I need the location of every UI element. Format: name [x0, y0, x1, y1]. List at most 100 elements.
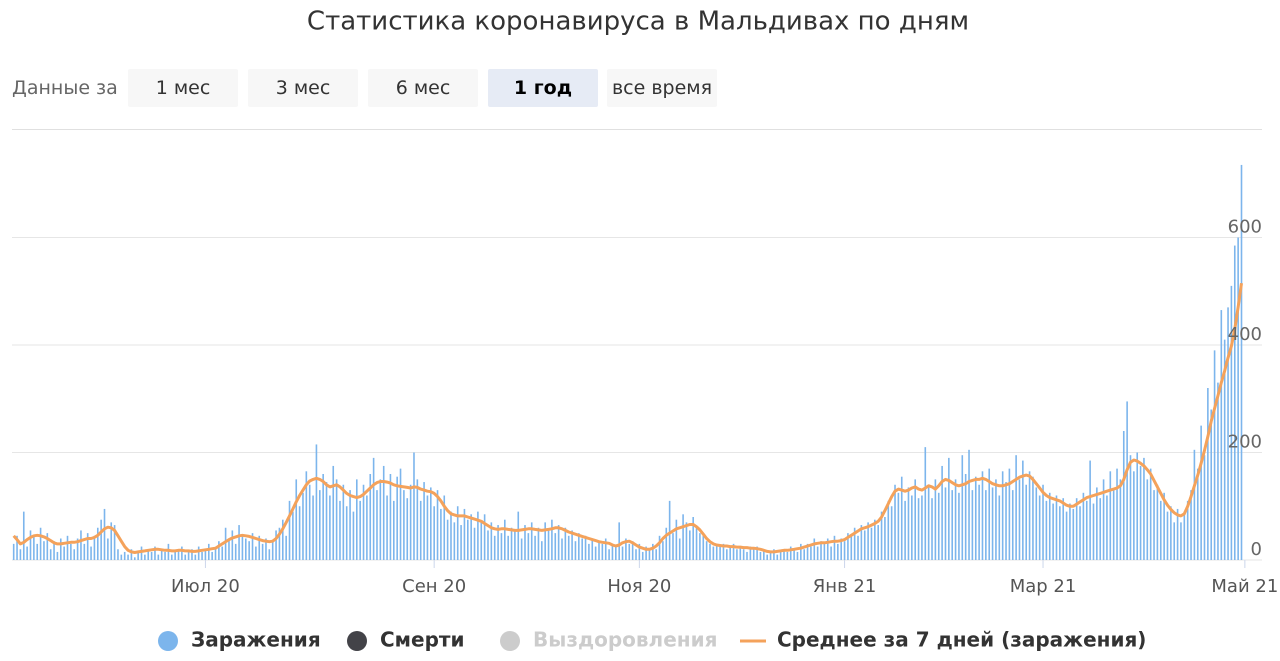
- bar: [604, 538, 607, 560]
- bar: [561, 538, 563, 560]
- x-tick-label: Июл 20: [171, 576, 240, 597]
- bar: [598, 541, 600, 560]
- bar: [59, 538, 62, 560]
- bar: [921, 495, 923, 560]
- bar: [995, 479, 997, 560]
- bar: [581, 538, 583, 560]
- range-button[interactable]: 1 мес: [128, 69, 238, 107]
- bar: [1200, 425, 1202, 560]
- bar: [1011, 490, 1014, 560]
- bar: [460, 525, 462, 560]
- bar: [702, 535, 705, 560]
- bar: [584, 535, 587, 560]
- bar: [1159, 500, 1162, 560]
- bar: [76, 538, 79, 560]
- bar: [140, 546, 143, 560]
- bar: [292, 511, 294, 560]
- legend-label[interactable]: Смерти: [380, 628, 465, 652]
- bar: [524, 525, 526, 560]
- bar: [493, 535, 496, 560]
- bar: [1186, 500, 1189, 560]
- bar: [769, 551, 772, 560]
- bar: [1240, 164, 1243, 560]
- bar: [985, 490, 987, 560]
- legend-label[interactable]: Среднее за 7 дней (заражения): [777, 628, 1146, 652]
- bar: [1193, 449, 1196, 560]
- range-button[interactable]: все время: [607, 69, 717, 107]
- bar: [150, 551, 153, 560]
- bar: [578, 533, 580, 560]
- bar: [389, 474, 392, 560]
- bar: [557, 525, 560, 560]
- bar: [103, 508, 106, 560]
- bar: [228, 538, 230, 560]
- bar: [810, 546, 812, 560]
- bar: [823, 543, 826, 560]
- bar: [763, 549, 765, 560]
- bar: [564, 527, 567, 560]
- bar: [133, 557, 136, 560]
- bar: [369, 474, 372, 560]
- bar: [1217, 382, 1219, 560]
- bar: [870, 527, 873, 560]
- bar: [130, 549, 133, 560]
- bar: [312, 495, 314, 560]
- bar: [285, 535, 287, 560]
- bar: [675, 519, 678, 560]
- bar: [894, 484, 896, 560]
- bar: [26, 546, 28, 560]
- bar: [12, 543, 15, 560]
- bar: [355, 479, 358, 560]
- bar: [1106, 495, 1108, 560]
- bar: [571, 530, 573, 560]
- bar: [1203, 455, 1206, 560]
- bar: [1059, 506, 1061, 560]
- bar: [1079, 506, 1081, 560]
- bar: [386, 495, 388, 560]
- chart-title: Статистика коронавируса в Мальдивах по д…: [307, 7, 969, 37]
- bar: [964, 474, 967, 560]
- bar: [551, 519, 553, 560]
- bar: [345, 506, 348, 560]
- range-button[interactable]: 1 год: [488, 69, 598, 107]
- bar: [1213, 350, 1216, 560]
- bar: [487, 530, 489, 560]
- bar: [329, 495, 331, 560]
- bar: [830, 546, 832, 560]
- bar: [477, 511, 479, 560]
- bar: [1122, 431, 1125, 560]
- bar: [470, 514, 472, 560]
- bar: [349, 490, 351, 560]
- bar: [117, 549, 119, 560]
- bar: [181, 546, 183, 560]
- bar: [207, 543, 210, 560]
- bar: [281, 519, 284, 560]
- bar: [759, 551, 762, 560]
- range-button[interactable]: 3 мес: [248, 69, 358, 107]
- range-button[interactable]: 6 мес: [368, 69, 478, 107]
- bar: [376, 490, 378, 560]
- bar: [113, 525, 116, 560]
- bar: [773, 549, 775, 560]
- bar: [658, 535, 661, 560]
- bar: [541, 541, 543, 560]
- bar: [776, 554, 779, 560]
- bar: [510, 527, 513, 560]
- bar: [692, 517, 694, 560]
- bar: [144, 554, 146, 560]
- bar: [631, 541, 634, 560]
- legend-label[interactable]: Выздоровления: [533, 628, 717, 652]
- legend-marker: [500, 631, 520, 651]
- bar: [843, 541, 846, 560]
- bar: [238, 525, 240, 560]
- bar: [789, 546, 792, 560]
- bar: [100, 519, 102, 560]
- bar: [608, 549, 610, 560]
- bar: [1038, 495, 1041, 560]
- bar: [453, 522, 456, 560]
- bar: [137, 551, 139, 560]
- legend-label[interactable]: Заражения: [191, 628, 321, 652]
- bar: [1223, 339, 1226, 560]
- bar: [315, 444, 318, 560]
- bar: [80, 530, 82, 560]
